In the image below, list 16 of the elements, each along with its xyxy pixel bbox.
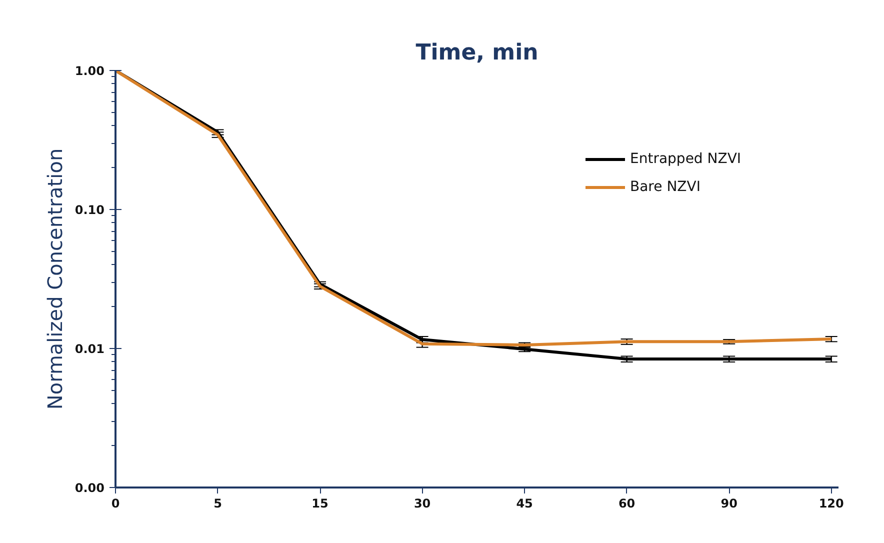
x-tick-label: 30 <box>414 496 431 510</box>
legend-label: Bare NZVI <box>630 179 700 195</box>
legend-label: Entrapped NZVI <box>630 151 742 167</box>
x-tick-label: 45 <box>516 496 533 510</box>
x-tick-label: 5 <box>214 496 222 510</box>
y-tick-label: 1.00 <box>74 64 104 78</box>
x-tick-label: 120 <box>818 496 844 510</box>
y-tick-label: 0.00 <box>74 481 104 495</box>
x-tick-label: 90 <box>720 496 738 510</box>
y-tick-label: 0.10 <box>74 203 104 217</box>
x-tick-label: 15 <box>312 496 328 510</box>
y-axis-title: Normalized Concentration <box>42 148 67 410</box>
x-tick-label: 0 <box>111 496 120 510</box>
y-tick-label: 0.01 <box>74 342 104 356</box>
x-axis-title: Time, min <box>416 40 538 66</box>
x-tick-label: 60 <box>618 496 636 510</box>
